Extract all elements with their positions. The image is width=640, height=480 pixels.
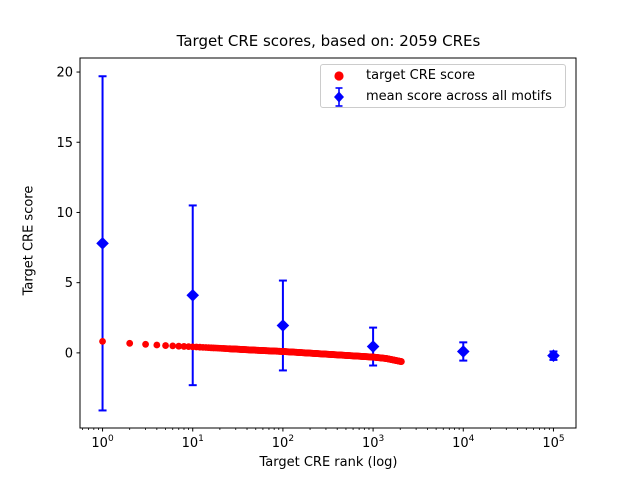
x-axis-label: Target CRE rank (log) bbox=[259, 455, 398, 470]
svg-text:102: 102 bbox=[272, 434, 294, 451]
svg-text:0: 0 bbox=[65, 346, 73, 361]
blue-diamond-errorbar-icon bbox=[331, 86, 347, 108]
svg-text:104: 104 bbox=[452, 434, 475, 451]
svg-text:105: 105 bbox=[542, 434, 564, 451]
red-circle-icon bbox=[331, 65, 347, 87]
svg-text:5: 5 bbox=[65, 276, 73, 291]
svg-text:10: 10 bbox=[56, 206, 73, 221]
svg-text:100: 100 bbox=[91, 434, 114, 451]
svg-text:15: 15 bbox=[56, 136, 73, 151]
y-axis-label: Target CRE score bbox=[21, 185, 37, 296]
svg-text:103: 103 bbox=[362, 434, 384, 451]
legend-label: target CRE score bbox=[366, 68, 476, 83]
svg-text:20: 20 bbox=[56, 66, 73, 81]
legend-entry-mean-score: mean score across all motifs bbox=[331, 86, 565, 107]
legend-entry-target-cre-score: target CRE score bbox=[331, 65, 565, 86]
legend-label: mean score across all motifs bbox=[366, 89, 552, 104]
svg-text:101: 101 bbox=[182, 434, 204, 451]
plot-title: Target CRE scores, based on: 2059 CREs bbox=[176, 32, 481, 50]
legend: target CRE score mean score across all m… bbox=[320, 64, 566, 108]
